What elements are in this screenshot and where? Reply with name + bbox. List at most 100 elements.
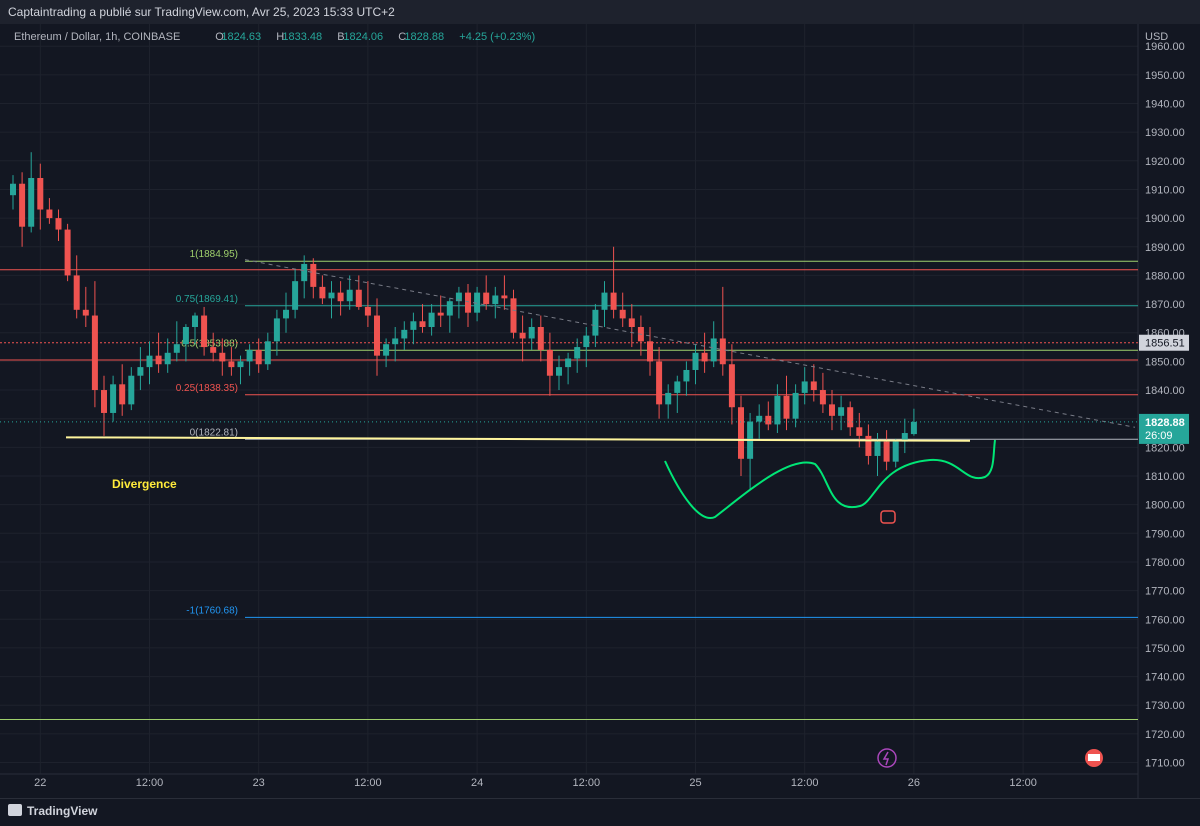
candle-body [665,392,672,405]
candle-body [856,427,863,436]
descending-trendline[interactable] [244,259,1136,428]
candle-body [829,404,835,416]
candle-countdown: 26:09 [1145,430,1173,442]
candle-body [82,309,89,316]
candle-body [401,329,408,339]
y-tick-label: 1840.00 [1145,385,1185,397]
candle-body [574,347,581,359]
legend-item: 1833.48 [282,31,322,43]
lightning-icon[interactable] [877,748,897,768]
candle-body [255,349,262,365]
legend-item: 1824.63 [221,31,261,43]
candle-body [101,390,107,413]
candle-body [182,327,189,345]
candle-body [210,347,217,353]
candle-body [273,318,280,342]
candle-body [119,384,126,405]
support-line[interactable] [65,436,971,442]
x-tick-label: 22 [34,777,46,789]
candle-body [810,381,817,391]
x-tick-label: 26 [908,777,920,789]
legend-item: B [337,31,344,43]
candle-body [346,289,353,302]
candle-body [865,435,872,456]
candle-body [228,361,235,368]
x-tick-label: 12:00 [791,777,819,789]
y-tick-label: 1790.00 [1145,528,1185,540]
y-tick-label: 1920.00 [1145,156,1185,168]
y-tick-label: 1750.00 [1145,643,1185,655]
fib-level-label: 1(1884.95) [190,249,238,260]
legend-item: +4.25 (+0.23%) [459,31,535,43]
candle-body [310,263,317,287]
symbol-legend: Ethereum / Dollar, 1h, COINBASE O1824.63… [14,31,535,43]
last-price-tag [1139,413,1189,444]
fib-level-label: 0.5(1853.88) [181,338,238,349]
candle-body [656,361,663,405]
price-chart[interactable]: 1(1884.95) 0.75(1869.41) 0.5(1853.88) 0.25(… [0,24,1200,798]
y-tick-label: 1720.00 [1145,729,1185,741]
fib-level-label: 0.75(1869.41) [176,294,238,305]
candle-body [738,407,744,459]
candle-body [647,341,653,362]
publisher-bar: Captaintrading a publié sur TradingView.… [0,0,1200,25]
candle-body [537,327,544,350]
legend-item: 1824.06 [343,31,383,43]
x-tick-label: 23 [253,777,265,789]
divergence-label: Divergence [112,477,177,491]
level-price-tag [1139,334,1189,351]
candle-body [674,381,681,393]
y-tick-label: 1730.00 [1145,700,1185,712]
candle-body [10,183,16,196]
candle-body [683,369,690,382]
candle-series [10,152,917,491]
candle-body [592,309,599,336]
x-tick-label: 12:00 [573,777,601,789]
x-tick-label: 12:00 [1009,777,1037,789]
candle-body [465,292,471,313]
candle-body [173,344,180,353]
candle-body [264,341,271,365]
lightning-glyph [882,751,890,766]
candle-body [619,309,626,319]
y-tick-label: 1810.00 [1145,471,1185,483]
candle-body [719,338,726,365]
y-tick-label: 1760.00 [1145,614,1185,626]
y-tick-label: 1850.00 [1145,356,1185,368]
legend-item: H [276,31,284,43]
candle-body [901,433,908,442]
y-tick-label: 1910.00 [1145,184,1185,196]
y-tick-label: 1880.00 [1145,270,1185,282]
candle-body [164,352,171,365]
x-tick-label: 12:00 [354,777,382,789]
candle-body [364,306,371,316]
legend-item: O [215,31,224,43]
drawings[interactable]: Divergence [65,259,1136,768]
candle-body [392,338,399,345]
candle-body [838,407,845,416]
y-tick-label: 1770.00 [1145,586,1185,598]
candle-body [355,289,362,307]
candle-body [556,367,562,376]
candle-body [628,318,635,327]
time-axis[interactable]: 22 12:00 23 12:00 24 12:00 25 12:00 26 12:00 [34,777,1037,789]
candle-body [110,384,117,413]
y-tick-label: 1800.00 [1145,500,1185,512]
candle-body [437,312,444,316]
candle-body [510,298,517,333]
candle-body [483,292,490,305]
tradingview-logo-icon [8,804,22,816]
hand-drawn-curve[interactable] [664,439,996,520]
x-tick-label: 24 [471,777,483,789]
candle-body [601,292,608,310]
fib-level-label: 0.25(1838.35) [176,383,238,394]
candle-body [137,367,144,376]
price-axis[interactable]: 1960.00 1950.00 1940.00 1930.00 1920.00 1910.… [0,31,1189,770]
candle-body [892,441,899,462]
legend-item: C [398,31,406,43]
candle-body [610,292,617,310]
candle-body [692,352,699,370]
candle-body [728,364,735,408]
y-tick-label: 1780.00 [1145,557,1185,569]
grid [0,24,1139,798]
